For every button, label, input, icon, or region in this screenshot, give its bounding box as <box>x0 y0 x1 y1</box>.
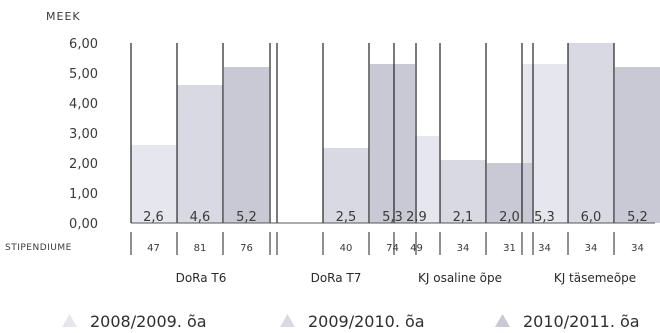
legend: 2008/2009. õa 2009/2010. õa 2010/2011. õa <box>62 312 640 331</box>
bar <box>224 67 269 223</box>
count-label: 31 <box>503 243 516 254</box>
value-label: 2,1 <box>453 210 474 225</box>
value-label: 2,5 <box>336 210 357 225</box>
count-row: 4749348140343476743134 <box>130 232 644 255</box>
y-axis-label: MEEK <box>46 10 81 23</box>
count-label: 34 <box>457 243 470 254</box>
legend-label: 2008/2009. õa <box>90 312 207 331</box>
y-tick-label: 0,00 <box>69 217 98 232</box>
category-label: DoRa T6 <box>176 271 227 285</box>
count-row-label: STIPENDIUME <box>5 243 72 253</box>
legend-marker <box>62 314 77 327</box>
value-label: 2,9 <box>406 210 427 225</box>
legend-marker <box>280 314 295 327</box>
legend-label: 2009/2010. õa <box>308 312 425 331</box>
value-label: 5,3 <box>382 210 403 225</box>
category-labels: DoRa T6 DoRa T7 KJ osaline õpe KJ täsemeõpe <box>176 271 637 285</box>
bar-series <box>130 43 660 223</box>
bar <box>440 160 486 223</box>
count-label: 47 <box>147 243 160 254</box>
bar <box>323 148 369 223</box>
bar <box>615 67 660 223</box>
bar <box>131 145 176 223</box>
value-label: 2,0 <box>499 210 520 225</box>
value-label: 5,2 <box>236 210 257 225</box>
bar <box>487 163 532 223</box>
count-label: 34 <box>631 243 644 254</box>
count-label: 40 <box>340 243 353 254</box>
value-label: 5,2 <box>627 210 648 225</box>
y-tick-label: 2,00 <box>69 157 98 172</box>
bar <box>568 43 614 223</box>
category-label: DoRa T7 <box>311 271 362 285</box>
value-label: 6,0 <box>581 210 602 225</box>
y-tick-label: 6,00 <box>69 37 98 52</box>
y-axis-ticks: 0,00 1,00 2,00 3,00 4,00 5,00 6,00 <box>69 37 98 232</box>
y-tick-label: 1,00 <box>69 187 98 202</box>
value-labels: 2,6 2,9 5,34,6 2,5 2,1 6,05,2 5,3 2,0 5,2 <box>143 210 648 225</box>
value-label: 4,6 <box>190 210 211 225</box>
bar <box>177 85 223 223</box>
value-label: 5,3 <box>534 210 555 225</box>
count-label: 34 <box>538 243 551 254</box>
category-label: KJ osaline õpe <box>418 271 502 285</box>
legend-marker <box>495 314 510 327</box>
category-label: KJ täsemeõpe <box>554 271 636 285</box>
y-tick-label: 4,00 <box>69 97 98 112</box>
count-label: 74 <box>386 243 399 254</box>
value-label: 2,6 <box>143 210 164 225</box>
y-tick-label: 5,00 <box>69 67 98 82</box>
bar <box>370 64 415 223</box>
count-label: 34 <box>585 243 598 254</box>
count-label: 81 <box>194 243 207 254</box>
y-tick-label: 3,00 <box>69 127 98 142</box>
count-label: 76 <box>240 243 253 254</box>
legend-label: 2010/2011. õa <box>523 312 640 331</box>
